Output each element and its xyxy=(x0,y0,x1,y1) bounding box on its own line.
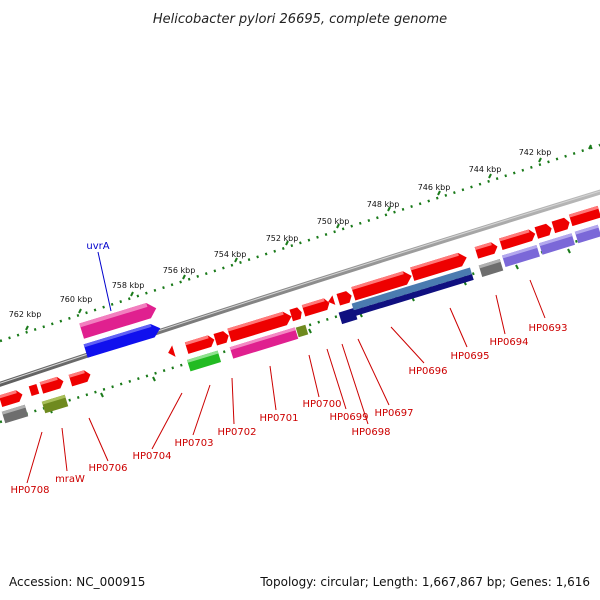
scale-label-756: 756 kbp xyxy=(163,266,196,275)
feature-uvra xyxy=(83,323,161,358)
feature-gray-hp0694 xyxy=(478,259,504,277)
feature-red-11 xyxy=(336,291,352,306)
feature-red-12 xyxy=(351,271,412,301)
feature-red-7 xyxy=(227,311,292,343)
gene-label-hp0697: HP0697 xyxy=(375,408,414,419)
feature-olive-hp0700 xyxy=(295,324,309,338)
gene-label-hp0696: HP0696 xyxy=(409,366,448,377)
gene-label-hp0693: HP0693 xyxy=(529,323,568,334)
feature-red-17 xyxy=(551,217,570,234)
feature-red-15 xyxy=(499,229,536,251)
feature-magenta-outer xyxy=(79,302,157,339)
feature-gray-hp0708 xyxy=(1,404,29,424)
feature-red-6 xyxy=(213,331,229,346)
outer-strand-features xyxy=(79,302,161,358)
gene-label-hp0695: HP0695 xyxy=(451,351,490,362)
feature-green-hp0703 xyxy=(186,350,222,372)
scale-label-760: 760 kbp xyxy=(60,295,93,304)
map-title: Helicobacter pylori 26695, complete geno… xyxy=(153,12,447,27)
scale-label-744: 744 kbp xyxy=(469,165,502,174)
gene-label-hp0703: HP0703 xyxy=(175,438,214,449)
genome-backbone xyxy=(0,189,600,387)
feature-red-small xyxy=(168,345,176,357)
feature-red-5 xyxy=(184,335,215,354)
gene-label-hp0701: HP0701 xyxy=(260,413,299,424)
inner-strand-features xyxy=(0,205,600,424)
feature-magenta-hp0701 xyxy=(229,327,299,359)
feature-lavender-hp0693c xyxy=(574,224,600,244)
feature-red-10 xyxy=(328,295,336,305)
gene-label-hp0702: HP0702 xyxy=(218,427,257,438)
scale-label-758: 758 kbp xyxy=(112,281,145,290)
feature-steel-hp0697 xyxy=(351,284,415,311)
feature-red-13 xyxy=(410,252,467,281)
scale-label-742: 742 kbp xyxy=(519,148,552,157)
gene-label-hp0699: HP0699 xyxy=(330,412,369,423)
scale-label-762: 762 kbp xyxy=(9,310,42,319)
gene-label-hp0694: HP0694 xyxy=(490,337,529,348)
feature-red-8 xyxy=(289,307,302,322)
feature-red-18 xyxy=(568,205,600,227)
gene-label-hp0704: HP0704 xyxy=(133,451,172,462)
feature-red-3 xyxy=(39,376,64,394)
scale-label-752: 752 kbp xyxy=(266,234,299,243)
scale-label-748: 748 kbp xyxy=(367,200,400,209)
feature-red-2 xyxy=(28,384,40,396)
gene-label-hp0708: HP0708 xyxy=(11,485,50,496)
feature-steel-hp0696 xyxy=(412,267,472,292)
gene-label-hp0700: HP0700 xyxy=(303,399,342,410)
outer-scale-major-ticks xyxy=(25,144,592,331)
feature-red-9 xyxy=(301,298,330,317)
scale-label-746: 746 kbp xyxy=(418,183,451,192)
gene-label-hp0706: HP0706 xyxy=(89,463,128,474)
scale-labels: 762 kbp 760 kbp 758 kbp 756 kbp 754 kbp … xyxy=(9,148,552,319)
feature-lavender-hp0693a xyxy=(502,244,540,268)
leader-lines xyxy=(26,251,546,484)
outer-scale-ring xyxy=(0,143,600,343)
summary-text: Topology: circular; Length: 1,667,867 bp… xyxy=(259,575,590,589)
feature-red-16 xyxy=(534,223,552,239)
feature-olive-mraw xyxy=(41,394,69,414)
gene-labels: uvrA HP0708 mraW HP0706 HP0704 HP0703 HP… xyxy=(11,241,568,496)
gene-label-mraw: mraW xyxy=(55,474,85,485)
gene-label-hp0698: HP0698 xyxy=(352,427,391,438)
accession-text: Accession: NC_000915 xyxy=(9,575,145,589)
feature-navy-hp0698 xyxy=(338,307,358,325)
feature-lavender-hp0693b xyxy=(538,233,576,255)
scale-label-754: 754 kbp xyxy=(214,250,247,259)
scale-label-750: 750 kbp xyxy=(317,217,350,226)
gene-label-uvra: uvrA xyxy=(86,241,109,252)
